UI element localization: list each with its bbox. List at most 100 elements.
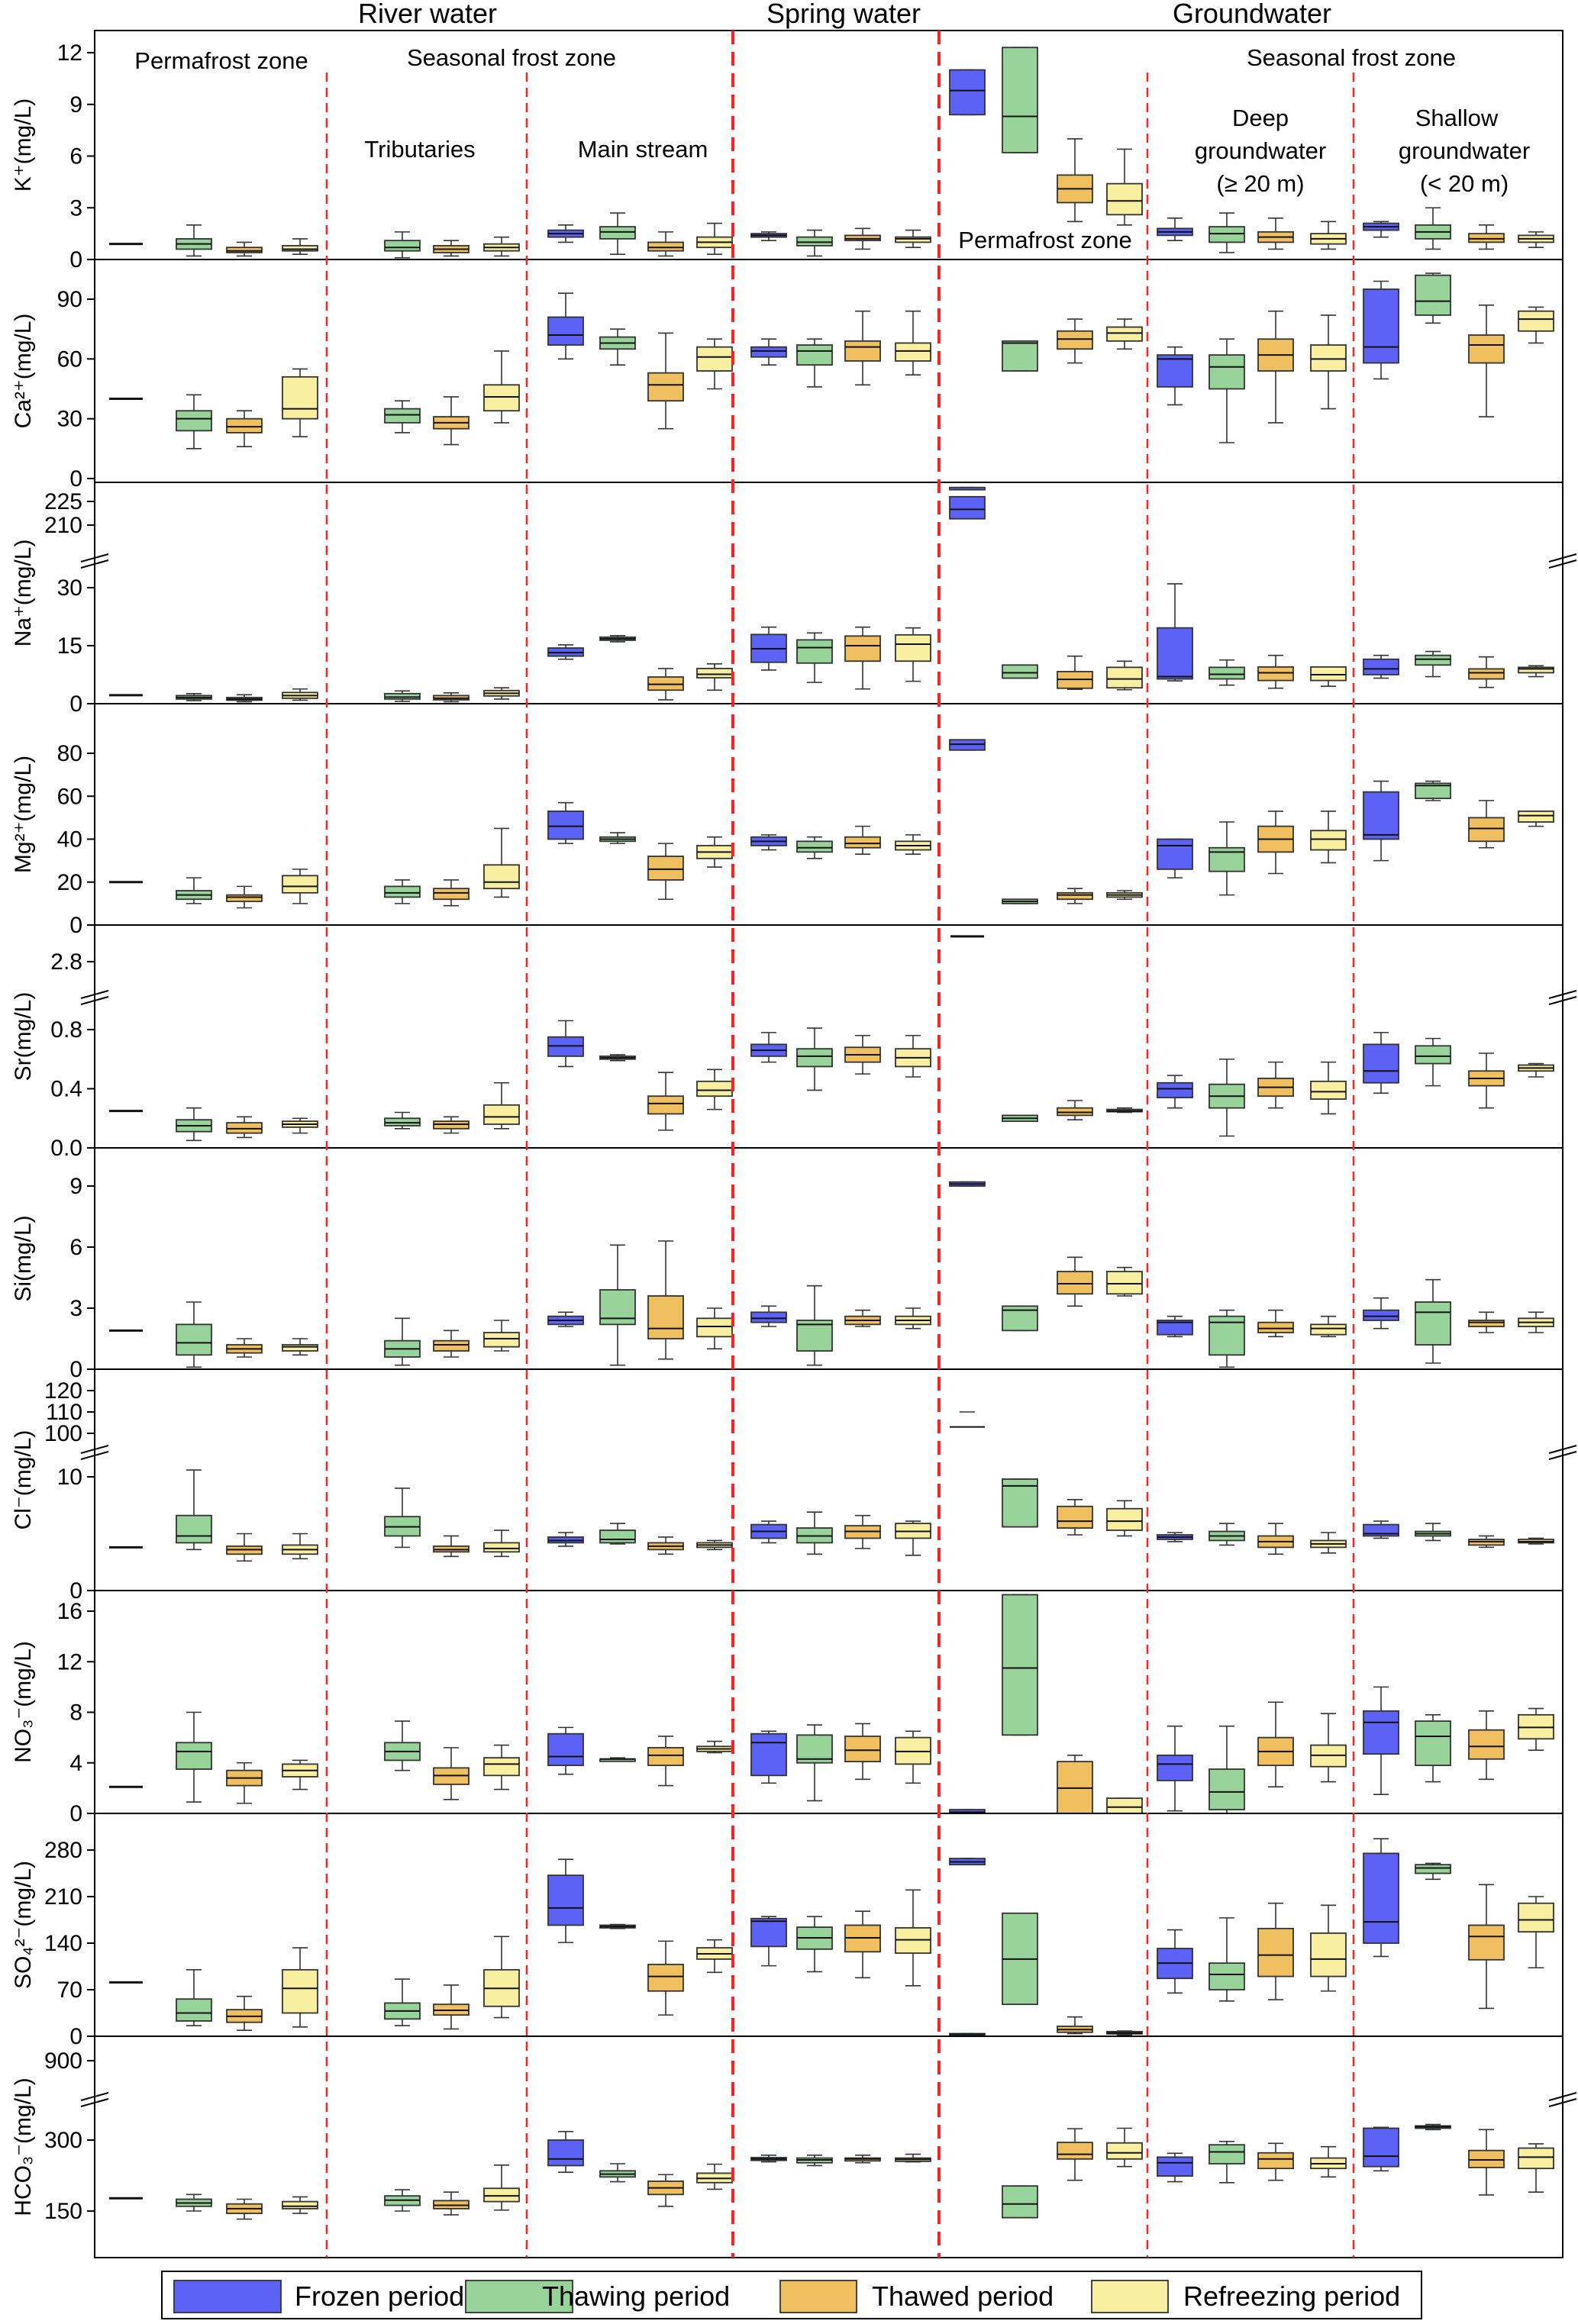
box-iqr (547, 2139, 584, 2167)
box-iqr (1310, 344, 1347, 372)
box-13 (750, 338, 787, 366)
box-4 (282, 869, 318, 904)
y-tick-label: 0.4 (50, 1077, 82, 1102)
y-axis-label: K⁺(mg/L) (11, 98, 36, 192)
box-19 (1057, 2016, 1093, 2035)
box-20 (1106, 2127, 1143, 2168)
panel-4: Sr(mg/L) 0.0 0.4 0.8 2.8 (11, 739, 1577, 1161)
box-iqr (176, 1514, 212, 1544)
zone-label-permafrost-gw: Permafrost zone (958, 227, 1131, 253)
box-iqr (696, 346, 733, 372)
box-iqr (1002, 1594, 1038, 1736)
y-tick-label: 3 (69, 1296, 82, 1321)
box-22 (1209, 1917, 1245, 2002)
box-7 (433, 396, 470, 446)
box-9 (547, 1532, 584, 1547)
y-axis-label: Mg²⁺(mg/L) (11, 756, 36, 873)
box-12 (696, 1069, 733, 1110)
box-23 (1257, 2142, 1294, 2181)
y-tick-label: 4 (69, 1751, 82, 1776)
y-axis-label: Cl⁻(mg/L) (11, 1430, 36, 1530)
box-10 (599, 212, 636, 256)
legend-label-thawed: Thawed period (872, 2280, 1054, 2312)
box-11 (647, 2174, 684, 2207)
box-iqr (750, 346, 787, 358)
box-25 (1363, 654, 1399, 679)
box-2 (176, 1711, 212, 1803)
box-28 (1518, 1537, 1554, 1545)
box-19 (1057, 318, 1093, 364)
box-iqr (1468, 817, 1505, 843)
panel-8: SO₄²⁻(mg/L) 0 70 140 210 280 (11, 1813, 1563, 2049)
box-iqr (1518, 666, 1554, 674)
y-tick-label: 2.8 (50, 949, 82, 975)
box-16 (895, 1520, 931, 1556)
y-tick-label: 300 (44, 2128, 82, 2153)
box-18 (1002, 1305, 1038, 1332)
box-iqr (1106, 2142, 1143, 2160)
y-tick-label: 16 (57, 1599, 82, 1624)
box-iqr (844, 635, 881, 662)
box-iqr (1002, 664, 1038, 679)
y-tick-label: 30 (57, 407, 82, 432)
box-iqr (483, 1332, 520, 1348)
box-iqr (1310, 1323, 1347, 1336)
box-13 (750, 231, 787, 241)
box-10 (599, 1757, 636, 1762)
box-13 (750, 1520, 787, 1544)
box-26 (1415, 2123, 1451, 2131)
y-axis-label: Si(mg/L) (11, 1215, 36, 1301)
box-iqr (1157, 1081, 1193, 1099)
box-4 (282, 1947, 318, 2028)
box-iqr (1002, 340, 1038, 372)
box-22 (1209, 338, 1245, 443)
box-26 (1415, 1037, 1451, 1087)
box-11 (647, 843, 684, 901)
box-9 (547, 1858, 584, 1943)
box-24 (1310, 1315, 1347, 1338)
box-28 (1518, 811, 1554, 827)
box-8 (483, 1936, 520, 2019)
box-iqr (547, 316, 584, 346)
y-tick-label: 0 (69, 1578, 82, 1604)
y-tick-label: 6 (69, 144, 82, 169)
box-iqr (483, 384, 520, 412)
box-12 (696, 2163, 733, 2190)
box-26 (1415, 1523, 1451, 1542)
box-15 (844, 310, 881, 386)
legend-label-refreezing: Refreezing period (1183, 2280, 1400, 2312)
box-25 (1363, 280, 1399, 380)
y-tick-label: 15 (57, 633, 82, 659)
box-15 (844, 1309, 881, 1327)
box-11 (647, 1072, 684, 1131)
box-iqr (1057, 891, 1093, 901)
box-iqr (1106, 1507, 1143, 1531)
box-iqr (647, 1963, 684, 1992)
box-iqr (796, 1734, 833, 1764)
box-iqr (750, 1917, 787, 1948)
box-18 (1002, 340, 1038, 372)
box-23 (1257, 811, 1294, 875)
box-14 (796, 1511, 833, 1555)
box-7 (433, 1330, 470, 1358)
box-27 (1468, 1884, 1505, 2010)
box-iqr (844, 234, 881, 242)
box-7 (433, 1116, 470, 1134)
box-17 (949, 69, 986, 116)
box-13 (750, 834, 787, 851)
section-label-spring: Spring water (766, 0, 921, 29)
box-iqr (895, 342, 931, 362)
box-24 (1310, 1061, 1347, 1115)
box-6 (384, 231, 421, 259)
y-axis-label: Ca²⁺(mg/L) (11, 314, 36, 429)
box-iqr (1310, 1080, 1347, 1100)
y-tick-label: 120 (44, 1378, 82, 1404)
panel-frame (94, 924, 1563, 1149)
box-21 (1157, 1725, 1193, 1812)
box-iqr (1209, 1768, 1245, 1810)
box-21 (1157, 1532, 1193, 1542)
box-10 (599, 1054, 636, 1062)
y-tick-label: 90 (57, 287, 82, 312)
box-26 (1415, 780, 1451, 801)
